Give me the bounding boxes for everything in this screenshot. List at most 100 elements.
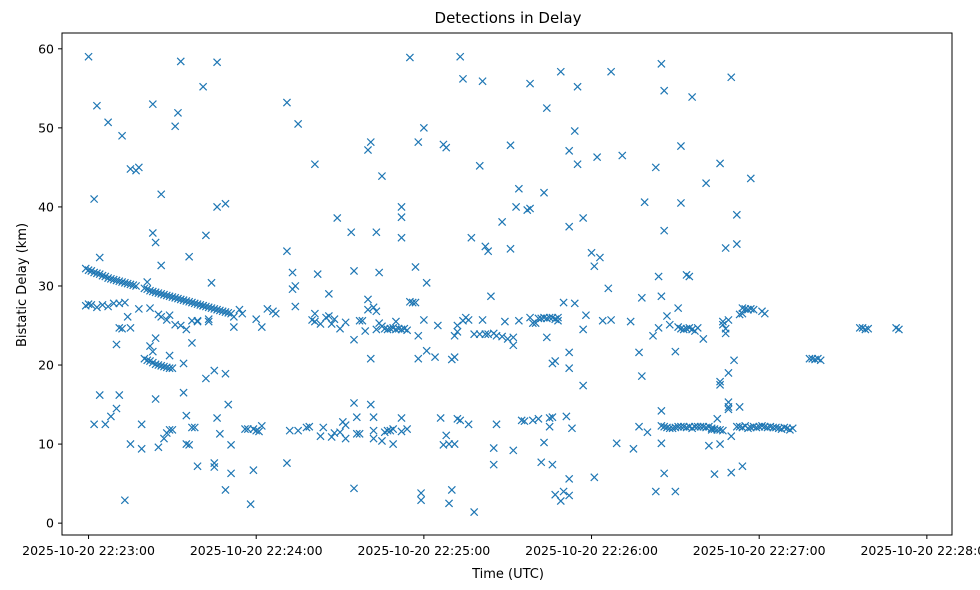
- data-point: [637, 372, 646, 381]
- data-point: [363, 305, 373, 314]
- data-point: [252, 315, 261, 324]
- data-point: [665, 320, 674, 329]
- data-point: [179, 359, 188, 368]
- data-point: [716, 377, 725, 386]
- data-point: [676, 198, 685, 207]
- data-point: [375, 268, 384, 277]
- data-point: [148, 100, 157, 109]
- data-point: [612, 439, 621, 448]
- data-point: [548, 413, 557, 422]
- data-point: [118, 324, 127, 333]
- data-point: [210, 462, 219, 472]
- data-point: [221, 369, 230, 378]
- data-point: [241, 425, 250, 434]
- data-point: [587, 248, 596, 257]
- data-point: [456, 52, 465, 61]
- data-point: [894, 325, 903, 334]
- data-point: [129, 281, 138, 290]
- data-point: [143, 356, 152, 365]
- data-point: [246, 500, 255, 509]
- data-point: [579, 213, 588, 223]
- data-point: [534, 414, 543, 423]
- data-point: [724, 405, 733, 414]
- data-point: [713, 414, 722, 423]
- data-point: [143, 277, 152, 287]
- data-point: [721, 329, 730, 338]
- data-point: [221, 485, 230, 494]
- data-point: [542, 104, 551, 113]
- data-point: [310, 317, 319, 326]
- data-point: [238, 309, 247, 318]
- data-point: [366, 354, 375, 363]
- data-point: [436, 413, 445, 423]
- data-point: [137, 420, 146, 429]
- data-point: [123, 312, 132, 321]
- data-point: [422, 278, 431, 287]
- data-point: [760, 309, 769, 318]
- data-point: [607, 67, 616, 76]
- data-point: [419, 315, 428, 324]
- data-point: [358, 316, 367, 325]
- data-point: [349, 398, 359, 408]
- data-point: [573, 160, 582, 169]
- data-point: [190, 423, 199, 432]
- data-point: [104, 302, 113, 311]
- data-point: [84, 300, 93, 309]
- data-point: [355, 429, 364, 438]
- x-tick-label: 2025-10-20 22:24:00: [190, 543, 323, 558]
- data-point: [349, 484, 359, 493]
- data-point: [509, 333, 518, 342]
- data-point: [540, 438, 549, 447]
- data-point: [157, 190, 166, 199]
- data-point: [509, 341, 518, 350]
- data-point: [545, 413, 554, 423]
- data-point: [699, 334, 708, 343]
- x-tick-label: 2025-10-20 22:25:00: [357, 543, 490, 558]
- data-point: [727, 432, 736, 441]
- data-point: [629, 444, 638, 453]
- data-point: [478, 315, 487, 324]
- data-point: [106, 412, 115, 421]
- data-point: [366, 400, 375, 409]
- chart-title: Detections in Delay: [435, 9, 582, 27]
- data-point: [565, 491, 574, 500]
- data-point: [447, 485, 456, 494]
- data-point: [148, 347, 157, 356]
- data-point: [422, 346, 431, 355]
- data-point: [565, 222, 574, 231]
- data-point: [377, 436, 386, 445]
- data-point: [674, 304, 683, 313]
- data-point: [263, 304, 272, 313]
- data-point: [87, 300, 96, 309]
- data-point: [285, 426, 294, 435]
- data-point: [213, 58, 222, 67]
- data-point: [201, 231, 210, 240]
- data-point: [528, 416, 537, 425]
- data-point: [182, 411, 191, 420]
- data-point: [187, 338, 196, 347]
- data-point: [148, 228, 157, 238]
- data-point: [651, 487, 660, 496]
- data-point: [657, 406, 666, 415]
- data-point: [112, 340, 121, 349]
- data-point: [637, 293, 646, 302]
- data-point: [716, 425, 725, 434]
- data-point: [224, 308, 233, 317]
- data-point: [249, 466, 258, 475]
- data-point: [229, 312, 238, 321]
- data-point: [433, 321, 442, 330]
- data-point: [327, 432, 336, 441]
- data-point: [450, 331, 459, 340]
- data-point: [643, 428, 652, 437]
- data-point: [542, 333, 551, 342]
- data-point: [713, 425, 722, 434]
- data-point: [369, 426, 378, 435]
- data-point: [498, 217, 507, 226]
- data-point: [95, 391, 104, 400]
- data-point: [635, 348, 644, 357]
- data-point: [553, 316, 563, 325]
- data-point: [157, 312, 166, 321]
- data-point: [352, 413, 361, 422]
- data-point: [651, 163, 660, 172]
- data-point: [590, 473, 599, 482]
